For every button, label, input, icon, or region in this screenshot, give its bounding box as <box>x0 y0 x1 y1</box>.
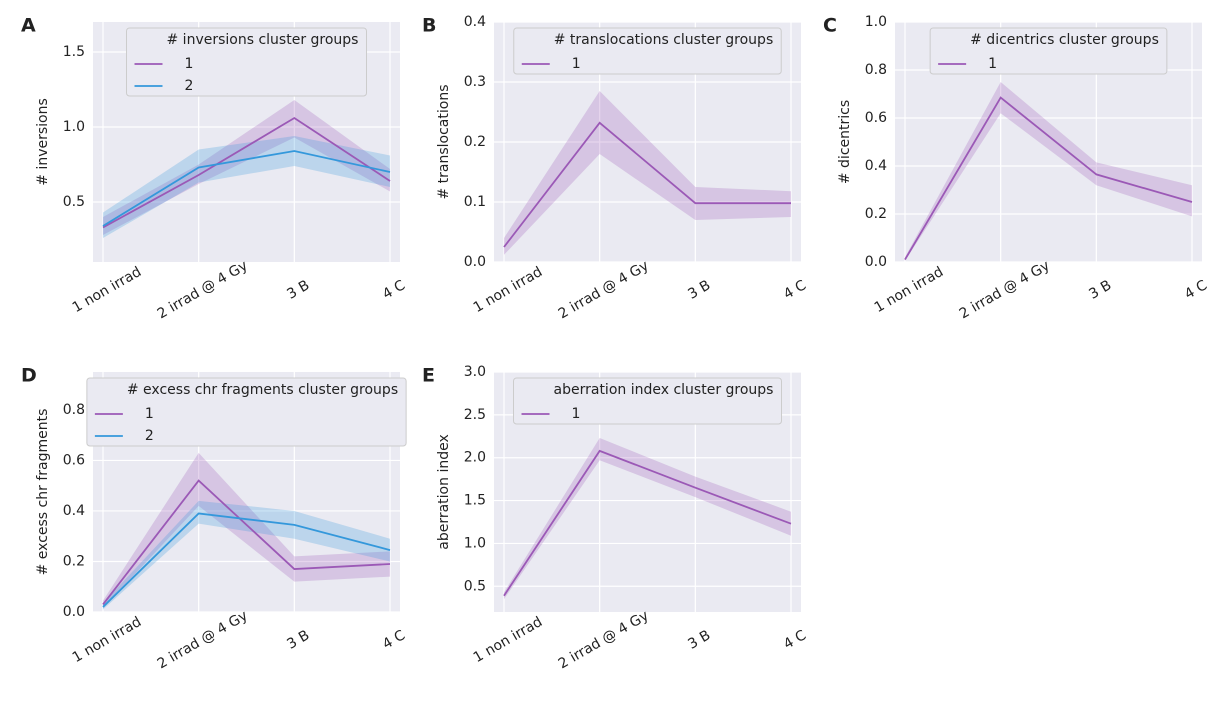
x-tick-label: 2 irrad @ 4 Gy <box>957 258 1053 323</box>
x-tick-label: 4 C <box>380 277 408 303</box>
legend-title: aberration index cluster groups <box>554 382 774 398</box>
legend: # excess chr fragments cluster groups 1 2 <box>86 377 407 447</box>
x-tick-label: 1 non irrad <box>872 264 946 316</box>
x-tick-label: 2 irrad @ 4 Gy <box>155 258 251 323</box>
data-line <box>102 150 391 227</box>
legend-title: # inversions cluster groups <box>167 32 359 48</box>
legend: # translocations cluster groups 1 <box>513 27 782 75</box>
data-line <box>503 449 792 597</box>
data-line <box>102 512 391 608</box>
x-tick-label: 3 B <box>284 277 312 302</box>
x-tick-label: 1 non irrad <box>471 264 545 316</box>
legend-label: 2 <box>145 428 154 444</box>
y-tick-label: 3.0 <box>464 364 486 380</box>
panel-label: C <box>823 15 837 37</box>
y-tick-label: 0.0 <box>865 254 887 270</box>
x-tick-label: 3 B <box>1086 277 1114 302</box>
legend-label: 1 <box>572 56 581 72</box>
y-tick-label: 0.0 <box>464 254 486 270</box>
confidence-band <box>103 136 390 238</box>
y-tick-label: 0.2 <box>865 206 887 222</box>
subplot: D 0.0 0.2 0.4 0.6 0.8 1 non irrad 2 irrad @ 4 G… <box>21 365 408 673</box>
subplot: A 0.5 1.0 1.5 1 non irrad 2 irrad @ 4 Gy 3 B 4 … <box>21 15 408 323</box>
legend-label: 1 <box>988 56 997 72</box>
y-tick-label: 0.2 <box>464 134 486 150</box>
x-tick-label: 4 C <box>1182 277 1210 303</box>
confidence-band <box>905 82 1192 261</box>
x-tick-label: 1 non irrad <box>471 614 545 666</box>
y-tick-label: 1.0 <box>63 119 85 135</box>
data-line <box>503 121 791 248</box>
legend-box <box>126 27 367 97</box>
legend-label: 1 <box>185 56 194 72</box>
subplot: E 0.5 1.0 1.5 2.0 2.5 3.0 1 non irrad 2 irrad @ … <box>422 364 809 672</box>
y-axis-label: # inversions <box>35 98 51 186</box>
confidence-band <box>103 452 390 609</box>
data-line <box>102 116 391 229</box>
y-tick-label: 1.5 <box>63 44 85 60</box>
confidence-band <box>504 438 791 600</box>
y-tick-label: 0.0 <box>63 604 85 620</box>
x-tick-label: 3 B <box>685 627 713 652</box>
data-line <box>904 96 1193 261</box>
x-tick-label: 4 C <box>781 627 809 653</box>
panel-label: D <box>21 365 37 387</box>
y-tick-label: 0.2 <box>63 553 85 569</box>
legend-box <box>513 27 782 75</box>
x-tick-label: 2 irrad @ 4 Gy <box>155 608 251 673</box>
subplot: C 0.0 0.2 0.4 0.6 0.8 1.0 1 non irrad 2 irrad @ … <box>823 14 1210 322</box>
y-tick-label: 0.8 <box>63 402 85 418</box>
y-tick-label: 0.5 <box>63 194 85 210</box>
y-axis-label: aberration index <box>436 434 452 550</box>
x-tick-label: 3 B <box>284 627 312 652</box>
y-tick-label: 0.6 <box>63 452 85 468</box>
data-line <box>102 479 391 605</box>
y-axis-label: # dicentrics <box>837 100 853 184</box>
legend-title: # translocations cluster groups <box>554 32 773 48</box>
y-tick-label: 2.5 <box>464 407 486 423</box>
y-tick-label: 0.5 <box>464 578 486 594</box>
x-tick-label: 2 irrad @ 4 Gy <box>556 608 652 673</box>
panel-label: A <box>21 15 36 37</box>
x-tick-label: 4 C <box>781 277 809 303</box>
y-tick-label: 0.4 <box>865 158 887 174</box>
y-tick-label: 0.4 <box>63 503 85 519</box>
x-tick-label: 1 non irrad <box>70 614 144 666</box>
y-tick-label: 0.3 <box>464 74 486 90</box>
legend-box <box>513 377 782 425</box>
legend-label: 2 <box>185 78 194 94</box>
x-tick-label: 4 C <box>380 627 408 653</box>
y-tick-label: 0.8 <box>865 62 887 78</box>
legend-label: 1 <box>145 406 154 422</box>
y-axis-label: # translocations <box>436 84 452 199</box>
panel-label: B <box>422 15 436 37</box>
y-tick-label: 1.5 <box>464 493 486 509</box>
legend-label: 1 <box>572 406 581 422</box>
y-axis-label: # excess chr fragments <box>35 409 51 576</box>
legend-title: # dicentrics cluster groups <box>970 32 1159 48</box>
y-tick-label: 1.0 <box>865 14 887 30</box>
legend-box <box>929 27 1168 75</box>
legend: # inversions cluster groups 1 2 <box>126 27 367 97</box>
legend: # dicentrics cluster groups 1 <box>929 27 1168 75</box>
y-tick-label: 0.6 <box>865 110 887 126</box>
y-tick-label: 0.1 <box>464 194 486 210</box>
x-tick-label: 1 non irrad <box>70 264 144 316</box>
x-tick-label: 2 irrad @ 4 Gy <box>556 258 652 323</box>
y-tick-label: 2.0 <box>464 450 486 466</box>
legend-title: # excess chr fragments cluster groups <box>127 382 398 398</box>
legend-box <box>86 377 407 447</box>
legend: aberration index cluster groups 1 <box>513 377 782 425</box>
x-tick-label: 3 B <box>685 277 713 302</box>
panel-label: E <box>422 365 435 387</box>
y-tick-label: 1.0 <box>464 535 486 551</box>
confidence-band <box>504 91 791 255</box>
confidence-band <box>103 500 390 610</box>
subplot: B 0.0 0.1 0.2 0.3 0.4 1 non irrad 2 irrad @ 4 G… <box>422 14 809 322</box>
y-tick-label: 0.4 <box>464 14 486 30</box>
